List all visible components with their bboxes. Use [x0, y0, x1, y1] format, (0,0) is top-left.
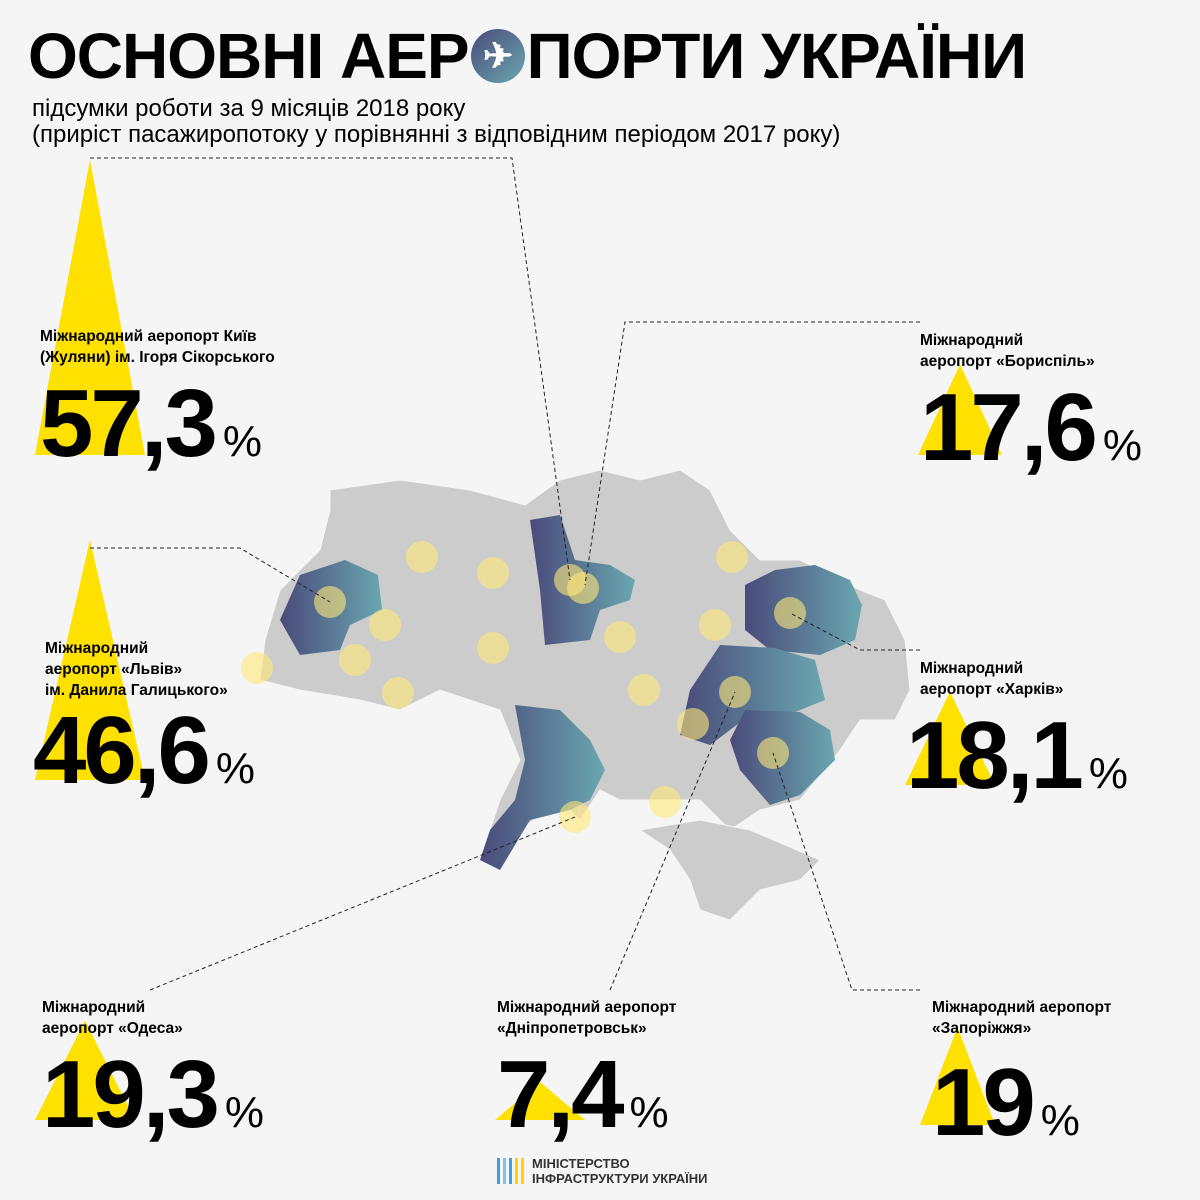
- growth-value: 7,4%: [497, 1041, 669, 1148]
- logo-bar: [515, 1158, 518, 1184]
- title-part-2: ПОРТИ УКРАЇНИ: [526, 20, 1028, 92]
- title-part-1: ОСНОВНІ АЕР: [28, 20, 470, 92]
- airport-label: Міжнародний аеропорт «Харків»: [920, 660, 1064, 698]
- airport-dot: [567, 572, 599, 604]
- growth-value: 18,1%: [906, 702, 1128, 809]
- airport-odesa: Міжнародний аеропорт «Одеса» 19,3%: [42, 997, 264, 1155]
- leader-lviv: [90, 547, 331, 603]
- growth-triangle-kharkiv: [905, 691, 995, 785]
- growth-triangle-zaporizhzhia: [920, 1027, 995, 1125]
- airport-dot: [369, 609, 401, 641]
- growth-triangle-odesa: [35, 1020, 135, 1120]
- airport-dot: [382, 677, 414, 709]
- subtitle-note: (приріст пасажиропотоку у порівнянні з в…: [32, 121, 841, 148]
- airport-lviv: Міжнародний аеропорт «Львів» ім. Данила …: [33, 638, 255, 811]
- leader-boryspil: [584, 321, 920, 586]
- airport-dots: [241, 541, 806, 833]
- airport-dot: [699, 609, 731, 641]
- airport-label: Міжнародний аеропорт «Запоріжжя»: [932, 999, 1112, 1037]
- airport-dot: [716, 541, 748, 573]
- airport-dot: [604, 621, 636, 653]
- airport-dot: [628, 674, 660, 706]
- airport-dnipro: Міжнародний аеропорт «Дніпропетровськ» 7…: [497, 997, 676, 1155]
- growth-triangle-kyiv: [35, 159, 145, 455]
- region-odesa: [480, 705, 605, 870]
- growth-triangle-dnipro: [495, 1081, 585, 1120]
- leader-kharkiv: [789, 612, 920, 651]
- growth-value: 57,3%: [40, 370, 262, 477]
- footer-line-1: МІНІСТЕРСТВО: [532, 1156, 630, 1171]
- airport-label: Міжнародний аеропорт «Дніпропетровськ»: [497, 999, 677, 1037]
- growth-triangle-boryspil: [918, 364, 1002, 455]
- growth-value: 46,6%: [33, 697, 255, 804]
- logo-bar: [497, 1158, 500, 1184]
- footer-line-2: ІНФРАСТРУКТУРИ УКРАЇНИ: [532, 1171, 708, 1186]
- growth-triangles: [35, 159, 1002, 1125]
- airplane-icon: ✈: [470, 29, 525, 83]
- growth-value: 19,3%: [42, 1041, 264, 1148]
- subtitle: підсумки роботи за 9 місяців 2018 року: [32, 95, 466, 122]
- airport-dot: [477, 557, 509, 589]
- growth-value: 19%: [932, 1049, 1080, 1156]
- logo-bar: [509, 1158, 512, 1184]
- ministry-logo: МІНІСТЕРСТВО ІНФРАСТРУКТУРИ УКРАЇНИ: [497, 1156, 707, 1186]
- airport-dot: [774, 597, 806, 629]
- airport-dot: [477, 632, 509, 664]
- airport-label: Міжнародний аеропорт «Бориспіль»: [920, 332, 1095, 370]
- leader-lines: [90, 157, 920, 991]
- crimea: [638, 819, 821, 921]
- airport-label: Міжнародний аеропорт «Одеса»: [42, 999, 183, 1037]
- airport-dot: [677, 708, 709, 740]
- page-title: ОСНОВНІ АЕР ✈ ПОРТИ УКРАЇНИ: [28, 20, 1028, 92]
- logo-bar: [503, 1158, 506, 1184]
- airport-dot: [406, 541, 438, 573]
- ministry-logo-icon: [497, 1158, 524, 1184]
- airport-kharkiv: Міжнародний аеропорт «Харків» 18,1%: [906, 658, 1128, 816]
- airport-zaporizhzhia: Міжнародний аеропорт «Запоріжжя» 19%: [932, 997, 1111, 1163]
- airport-boryspil: Міжнародний аеропорт «Бориспіль» 17,6%: [920, 330, 1142, 488]
- airport-dot: [649, 786, 681, 818]
- growth-value: 17,6%: [920, 374, 1142, 481]
- leader-dnipro: [609, 691, 736, 991]
- leader-zaporizhzhia: [772, 752, 920, 991]
- airport-label: Міжнародний аеропорт Київ (Жуляни) ім. І…: [40, 328, 275, 366]
- logo-bar: [521, 1158, 524, 1184]
- airport-label: Міжнародний аеропорт «Львів» ім. Данила …: [45, 640, 228, 699]
- airport-kyiv: Міжнародний аеропорт Київ (Жуляни) ім. І…: [40, 326, 275, 484]
- airport-dot: [339, 644, 371, 676]
- growth-triangle-lviv: [35, 540, 145, 780]
- airport-dot: [241, 652, 273, 684]
- region-dnipro: [680, 645, 825, 745]
- leader-kyiv: [90, 157, 571, 581]
